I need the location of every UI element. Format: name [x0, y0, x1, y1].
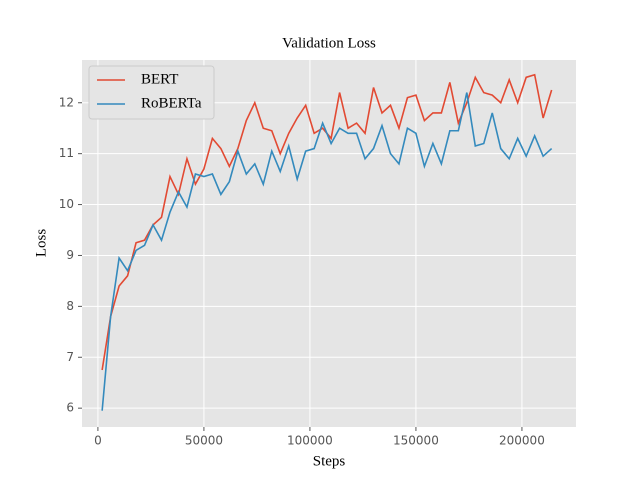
x-tick-label: 50000	[185, 434, 223, 448]
y-tick-label: 12	[59, 95, 74, 109]
x-axis-label: Steps	[313, 453, 346, 469]
y-tick-label: 10	[59, 197, 74, 211]
y-tick-label: 6	[66, 401, 74, 415]
chart-title: Validation Loss	[282, 35, 376, 51]
x-tick-label: 200000	[499, 434, 545, 448]
line-series	[101, 92, 553, 411]
legend-label: RoBERTa	[141, 95, 202, 111]
y-tick-label: 7	[66, 350, 74, 364]
x-tick-label: 100000	[287, 434, 333, 448]
y-tick-label: 9	[66, 248, 74, 262]
y-axis-label: Loss	[33, 229, 49, 258]
y-tick-label: 8	[66, 299, 74, 313]
y-tick-label: 11	[59, 146, 74, 160]
legend-label: BERT	[141, 71, 178, 87]
x-tick-label: 0	[94, 434, 102, 448]
x-tick-label: 150000	[393, 434, 439, 448]
